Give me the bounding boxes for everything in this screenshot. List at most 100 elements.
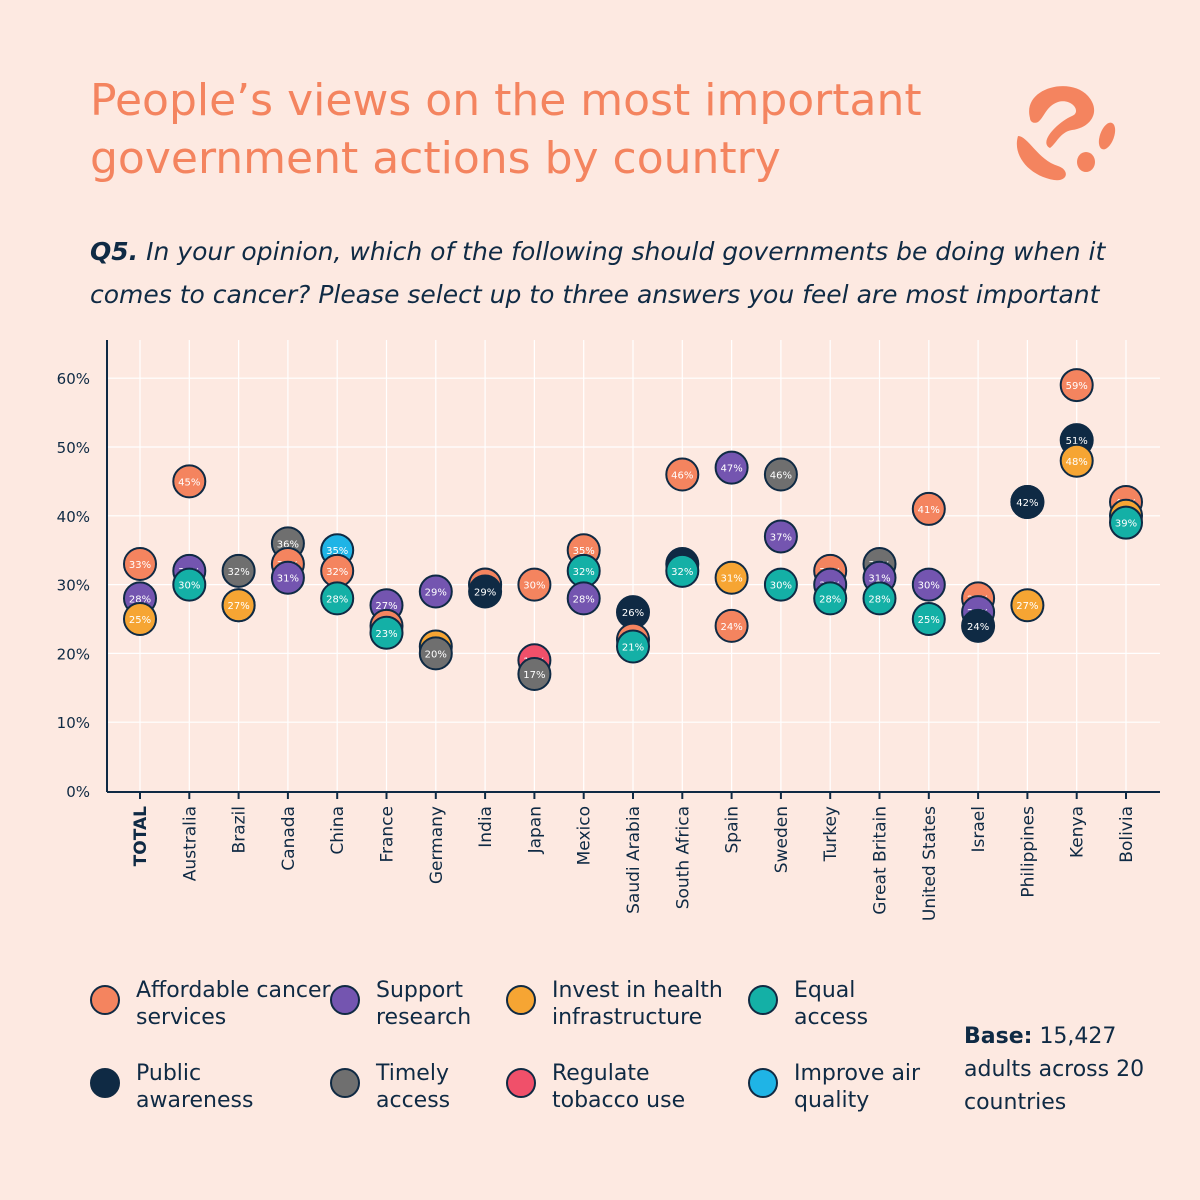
data-point (1109, 505, 1143, 540)
data-label: 25% (129, 615, 151, 626)
data-label: 51% (1066, 436, 1088, 447)
data-point (123, 546, 157, 581)
x-tick-label: Sweden (772, 806, 792, 873)
data-label: 30% (178, 581, 200, 592)
data-label: 32% (227, 567, 249, 578)
data-point (517, 567, 552, 602)
data-point (763, 519, 798, 554)
data-label: 23% (375, 629, 397, 640)
data-label: 30% (523, 581, 545, 592)
data-label: 35% (326, 546, 348, 557)
x-tick-label: Kenya (1068, 806, 1088, 858)
scatter-chart: 0% 10% 20% 30% 40% 50% 60% TOTAL Australia Brazil… (57, 340, 1160, 921)
brand-logo-icon (1016, 86, 1116, 181)
data-point (172, 464, 207, 499)
data-label: 35% (573, 546, 595, 557)
data-point (1010, 485, 1045, 520)
question-body: In your opinion, which of the following … (90, 237, 1106, 309)
data-label: 32% (573, 567, 595, 578)
x-tick-label: Philippines (1018, 806, 1038, 898)
base-text: 15,427 adults across 20 countries (964, 1024, 1145, 1115)
data-point (418, 636, 453, 671)
legend-label: Public awareness (136, 1061, 254, 1113)
data-label: 25% (918, 615, 940, 626)
data-point (862, 581, 897, 616)
data-point (369, 615, 404, 650)
data-point (221, 553, 256, 588)
data-label: 24% (720, 622, 742, 633)
x-tick-label: United States (920, 806, 940, 921)
data-point (763, 567, 798, 602)
data-point (714, 450, 749, 485)
data-label: 21% (622, 643, 644, 654)
data-label: 27% (1016, 601, 1038, 612)
x-tick-label: Australia (180, 806, 200, 881)
data-point (911, 567, 946, 602)
x-tick-label: Turkey (821, 806, 841, 862)
legend-swatch-icon (330, 1068, 360, 1098)
data-point (1010, 588, 1045, 623)
data-label: 29% (425, 587, 447, 598)
data-point (566, 581, 601, 616)
legend-label: Timely access (376, 1061, 451, 1113)
base-label: Base: (964, 1024, 1033, 1049)
data-label: 31% (277, 574, 299, 585)
data-point (517, 657, 552, 692)
data-label: 39% (1115, 519, 1137, 530)
x-tick-label: TOTAL (131, 806, 151, 866)
x-tick-label: Canada (279, 806, 299, 871)
page-title: People’s views on the most important gov… (90, 75, 922, 184)
x-tick-label: Spain (723, 806, 743, 854)
legend-swatch-icon (506, 985, 536, 1015)
data-point (813, 581, 848, 616)
data-label: 41% (918, 505, 940, 516)
data-label: 24% (967, 622, 989, 633)
legend-item-timely: Timely access (330, 1060, 496, 1114)
legend-swatch-icon (330, 985, 360, 1015)
x-tick-label: France (378, 806, 398, 863)
x-tick-label: Mexico (575, 806, 595, 865)
data-label: 27% (375, 601, 397, 612)
x-tick-label: Saudi Arabia (624, 806, 644, 914)
data-point (1059, 368, 1094, 403)
data-label: 20% (425, 649, 447, 660)
legend-label: Invest in health infrastructure (552, 978, 723, 1030)
base-note: Base: 15,427 adults across 20 countries (964, 1020, 1164, 1119)
data-label: 31% (868, 574, 890, 585)
data-label: 31% (720, 574, 742, 585)
data-point (123, 602, 157, 636)
legend-swatch-icon (506, 1068, 536, 1098)
legend-label: Affordable cancer services (136, 978, 331, 1030)
data-point (172, 567, 207, 602)
data-point (468, 574, 503, 609)
y-tick-label: 40% (57, 508, 90, 526)
legend-item-equal: Equal access (748, 977, 894, 1031)
legend-item-affordable: Affordable cancer services (90, 977, 336, 1031)
question-text: Q5. In your opinion, which of the follow… (90, 230, 1160, 316)
data-label: 33% (129, 560, 151, 571)
legend-item-air: Improve air quality (748, 1060, 924, 1114)
x-tick-label: Germany (427, 806, 447, 884)
x-tick-label: Bolivia (1117, 806, 1137, 863)
legend-item-research: Support research (330, 977, 526, 1031)
data-point (961, 608, 996, 643)
x-tick-label: Japan (525, 806, 545, 854)
x-tick-label: China (328, 806, 348, 855)
data-label: 28% (573, 594, 595, 605)
legend-item-awareness: Public awareness (90, 1060, 276, 1114)
x-tick-label: Great Britain (871, 806, 891, 915)
y-tick-label: 10% (57, 714, 90, 732)
y-tick-label: 30% (57, 577, 90, 595)
legend-swatch-icon (748, 985, 778, 1015)
data-point (320, 581, 355, 616)
data-label: 30% (770, 581, 792, 592)
data-label: 42% (1016, 498, 1038, 509)
data-label: 17% (523, 670, 545, 681)
legend-item-infrastructure: Invest in health infrastructure (506, 977, 732, 1031)
legend-label: Support research (376, 978, 472, 1030)
data-label: 29% (474, 587, 496, 598)
data-point (665, 553, 700, 588)
data-label: 48% (1066, 457, 1088, 468)
x-tick-label: India (476, 806, 496, 848)
y-tick-label: 50% (57, 439, 90, 457)
